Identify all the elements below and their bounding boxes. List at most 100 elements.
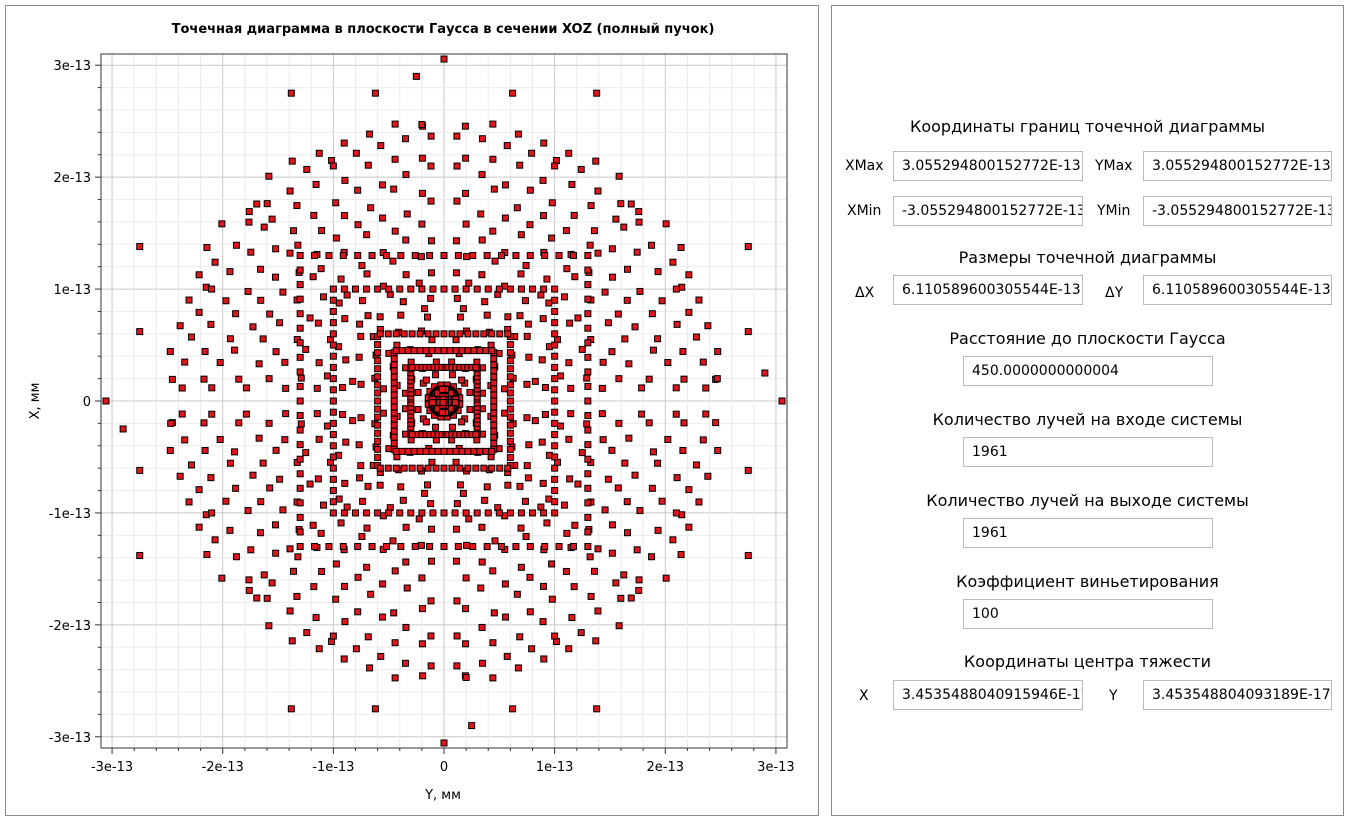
spot-point xyxy=(608,549,616,557)
spot-point xyxy=(525,441,533,449)
rays-out-field[interactable]: 1961 xyxy=(963,518,1213,548)
spot-point xyxy=(608,521,616,529)
spot-point xyxy=(422,418,430,426)
spot-point xyxy=(265,419,273,427)
spot-point xyxy=(599,436,607,444)
spot-point xyxy=(391,674,399,682)
spot-point xyxy=(296,455,304,463)
spot-point xyxy=(306,314,314,322)
xmin-field[interactable]: -3.055294800152772E-13 xyxy=(893,196,1083,226)
spot-point xyxy=(506,397,514,405)
spot-point xyxy=(402,236,410,244)
spot-point xyxy=(590,567,598,575)
spot-point xyxy=(396,285,404,293)
spot-point xyxy=(490,609,498,617)
chart-title: Точечная диаграмма в плоскости Гаусса в … xyxy=(172,22,715,37)
spot-point xyxy=(402,558,410,566)
spot-point xyxy=(482,447,490,455)
spot-point xyxy=(672,285,680,293)
spot-point xyxy=(551,363,559,371)
spot-point xyxy=(249,323,257,331)
spot-point xyxy=(389,537,397,545)
spot-point xyxy=(282,384,290,392)
centroid-x-field[interactable]: 3.4535488040915946E-17 xyxy=(893,680,1083,710)
spot-point xyxy=(477,210,485,218)
spot-point xyxy=(614,484,622,492)
spot-point xyxy=(570,583,578,591)
spot-point xyxy=(337,519,345,527)
spot-point xyxy=(374,365,382,373)
spot-point xyxy=(516,482,524,490)
spot-point xyxy=(397,311,405,319)
spot-point xyxy=(319,501,327,509)
spot-point xyxy=(434,347,442,355)
spot-point xyxy=(181,436,189,444)
spot-point xyxy=(376,464,384,472)
spot-point xyxy=(584,368,592,376)
spot-point xyxy=(517,231,525,239)
spot-point xyxy=(374,389,382,397)
spot-point xyxy=(255,434,263,442)
spot-point xyxy=(422,376,430,384)
spot-point xyxy=(407,285,415,293)
xmin-label: XMin xyxy=(847,203,882,219)
spot-point xyxy=(490,439,498,447)
spot-point xyxy=(440,543,448,551)
spot-point xyxy=(469,251,477,259)
spot-point xyxy=(454,543,462,551)
centroid-y-field[interactable]: 3.453548804093189E-17 xyxy=(1143,680,1332,710)
spot-point xyxy=(673,320,681,328)
spot-point xyxy=(448,371,456,379)
spot-point xyxy=(633,248,641,256)
spot-point xyxy=(578,449,586,457)
spot-point xyxy=(296,513,304,521)
spot-point xyxy=(440,55,448,63)
spot-point xyxy=(477,584,485,592)
spot-point xyxy=(379,580,387,588)
spot-point xyxy=(744,466,752,474)
spot-point xyxy=(502,613,510,621)
spot-point xyxy=(506,389,514,397)
ymax-field[interactable]: 3.055294800152772E-13 xyxy=(1143,151,1332,181)
rays-in-field[interactable]: 1961 xyxy=(963,437,1213,467)
spot-point xyxy=(296,310,304,318)
spot-point xyxy=(323,372,331,380)
spot-point xyxy=(402,623,410,631)
spot-point xyxy=(440,464,448,472)
spot-point xyxy=(208,410,216,418)
dy-field[interactable]: 6.110589600305544E-13 xyxy=(1143,275,1332,305)
xmax-field[interactable]: 3.055294800152772E-13 xyxy=(893,151,1083,181)
ymin-field[interactable]: -3.055294800152772E-13 xyxy=(1143,196,1332,226)
spot-point xyxy=(315,359,323,367)
spot-point xyxy=(404,447,412,455)
spot-point xyxy=(466,406,474,414)
y-tick-label: 3e-13 xyxy=(53,59,91,74)
spot-point xyxy=(296,339,304,347)
spot-point xyxy=(568,614,576,622)
spot-point xyxy=(432,371,440,379)
spot-point xyxy=(302,449,310,457)
spot-point xyxy=(315,435,323,443)
spot-point xyxy=(397,251,405,259)
spot-point xyxy=(391,227,399,235)
spot-point xyxy=(645,419,653,427)
spot-point xyxy=(222,497,230,505)
x-tick-label: 0 xyxy=(440,760,448,775)
spot-point xyxy=(374,349,382,357)
spot-point xyxy=(480,464,488,472)
distance-field[interactable]: 450.0000000000004 xyxy=(963,356,1213,386)
vignetting-field[interactable]: 100 xyxy=(963,599,1213,629)
spot-point xyxy=(357,462,365,470)
spot-point xyxy=(391,155,399,163)
spot-point xyxy=(168,375,176,383)
spot-point xyxy=(565,645,573,653)
spot-point xyxy=(625,360,633,368)
spot-point xyxy=(438,409,446,417)
spot-point xyxy=(293,592,301,600)
dx-field[interactable]: 6.110589600305544E-13 xyxy=(893,275,1083,305)
spot-point xyxy=(424,330,432,338)
spot-point xyxy=(458,447,466,455)
spot-point xyxy=(216,435,224,443)
spot-point xyxy=(570,211,578,219)
spot-point xyxy=(615,172,623,180)
